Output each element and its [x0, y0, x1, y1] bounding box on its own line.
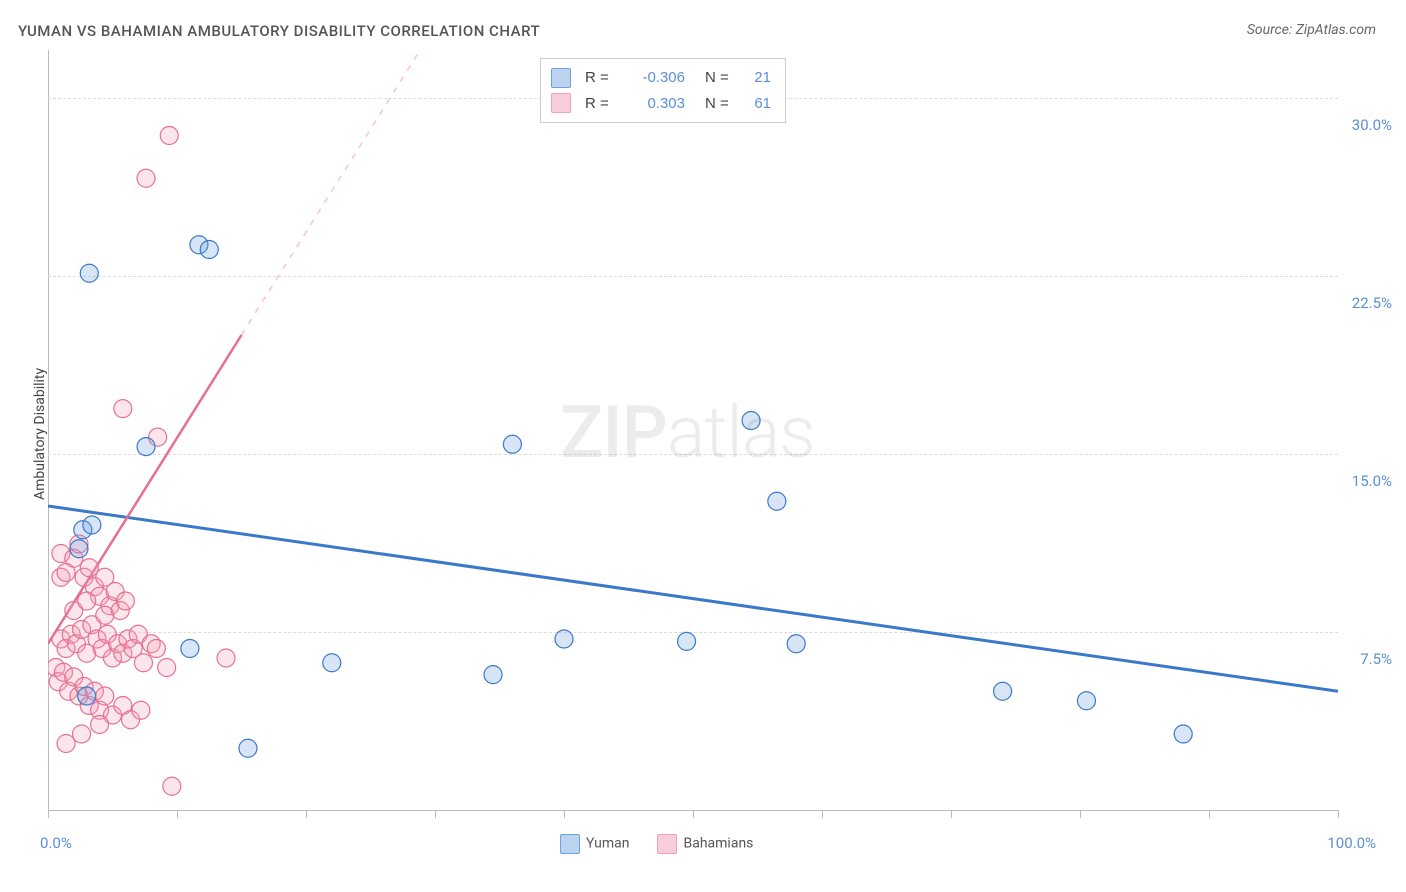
- series-legend: Yuman Bahamians: [560, 834, 753, 854]
- data-point: [83, 516, 101, 534]
- stats-n-value: 61: [741, 91, 771, 117]
- data-point: [134, 654, 152, 672]
- data-point: [137, 438, 155, 456]
- stats-r-value: -0.306: [621, 65, 685, 91]
- legend-item: Bahamians: [657, 834, 753, 854]
- stats-r-label: R =: [585, 91, 613, 117]
- data-point: [1077, 692, 1095, 710]
- data-point: [80, 559, 98, 577]
- data-point: [158, 659, 176, 677]
- y-tick-label: 30.0%: [1332, 116, 1392, 134]
- y-axis-label: Ambulatory Disability: [32, 368, 48, 500]
- data-point: [132, 701, 150, 719]
- x-max-label: 100.0%: [1327, 834, 1376, 852]
- data-point: [239, 739, 257, 757]
- data-point: [323, 654, 341, 672]
- trend-line-bahamians: [48, 335, 242, 644]
- data-point: [787, 635, 805, 653]
- data-point: [742, 412, 760, 430]
- legend-swatch: [551, 68, 571, 88]
- chart-title: YUMAN VS BAHAMIAN AMBULATORY DISABILITY …: [18, 22, 540, 40]
- stats-row: R = -0.306 N = 21: [551, 65, 771, 91]
- data-point: [80, 264, 98, 282]
- stats-n-label: N =: [705, 91, 733, 117]
- data-point: [555, 630, 573, 648]
- data-point: [1174, 725, 1192, 743]
- data-point: [137, 169, 155, 187]
- x-tick: [306, 810, 307, 818]
- stats-n-value: 21: [741, 65, 771, 91]
- legend-swatch: [560, 834, 580, 854]
- data-point: [768, 492, 786, 510]
- stats-r-value: 0.303: [621, 91, 685, 117]
- legend-label: Yuman: [586, 836, 629, 852]
- data-point: [994, 682, 1012, 700]
- x-tick: [1080, 810, 1081, 818]
- x-tick: [1338, 810, 1339, 818]
- data-point: [217, 649, 235, 667]
- data-point: [70, 540, 88, 558]
- data-point: [73, 725, 91, 743]
- data-point: [78, 592, 96, 610]
- data-point: [484, 666, 502, 684]
- stats-r-label: R =: [585, 65, 613, 91]
- stats-row: R = 0.303 N = 61: [551, 91, 771, 117]
- legend-label: Bahamians: [683, 836, 753, 852]
- data-point: [78, 687, 96, 705]
- y-tick-label: 22.5%: [1332, 294, 1392, 312]
- y-tick-label: 15.0%: [1332, 472, 1392, 490]
- data-point: [147, 640, 165, 658]
- data-point: [160, 127, 178, 145]
- source-attribution: Source: ZipAtlas.com: [1247, 22, 1376, 38]
- x-tick: [435, 810, 436, 818]
- chart-container: YUMAN VS BAHAMIAN AMBULATORY DISABILITY …: [0, 0, 1406, 892]
- data-point: [96, 606, 114, 624]
- legend-item: Yuman: [560, 834, 629, 854]
- x-tick: [48, 810, 49, 818]
- stats-legend-box: R = -0.306 N = 21 R = 0.303 N = 61: [540, 58, 786, 123]
- x-tick: [693, 810, 694, 818]
- data-layer: [48, 50, 1338, 810]
- data-point: [678, 632, 696, 650]
- data-point: [503, 435, 521, 453]
- x-tick: [177, 810, 178, 818]
- data-point: [57, 735, 75, 753]
- data-point: [114, 400, 132, 418]
- y-tick-label: 7.5%: [1332, 650, 1392, 668]
- trend-line-dashed-bahamians: [242, 50, 436, 335]
- x-tick: [822, 810, 823, 818]
- data-point: [116, 592, 134, 610]
- data-point: [96, 687, 114, 705]
- x-tick: [564, 810, 565, 818]
- data-point: [163, 777, 181, 795]
- legend-swatch: [551, 93, 571, 113]
- x-tick: [951, 810, 952, 818]
- data-point: [181, 640, 199, 658]
- x-tick: [1209, 810, 1210, 818]
- x-min-label: 0.0%: [40, 834, 72, 852]
- trend-line-yuman: [48, 506, 1338, 691]
- legend-swatch: [657, 834, 677, 854]
- data-point: [91, 716, 109, 734]
- data-point: [200, 241, 218, 259]
- stats-n-label: N =: [705, 65, 733, 91]
